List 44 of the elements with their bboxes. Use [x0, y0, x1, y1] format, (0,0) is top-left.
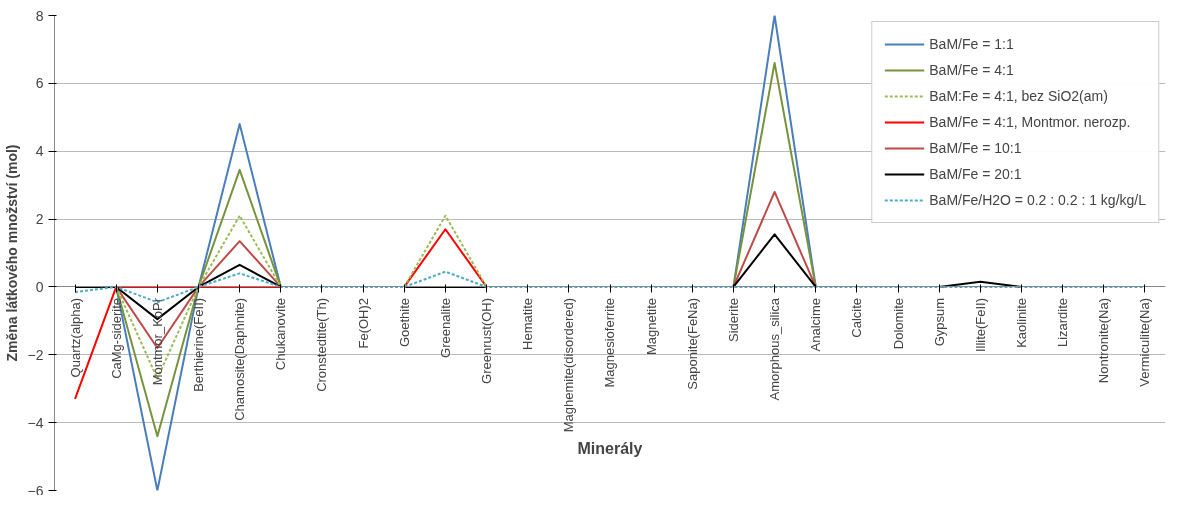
y-tick-label: −2 — [27, 346, 44, 363]
y-tick-label: −4 — [27, 414, 44, 431]
x-axis-title: Minerály — [577, 439, 643, 457]
x-tick-label: Greenrust(OH) — [479, 297, 495, 384]
x-tick-label: Nontronite(Na) — [1096, 297, 1112, 384]
legend-label: BaM/Fe = 1:1 — [929, 36, 1014, 52]
y-tick-label: −6 — [27, 482, 44, 499]
x-tick-label: Chukanovite — [273, 297, 289, 371]
x-tick-label: Maghemite(disordered) — [561, 297, 577, 433]
y-axis-title: Změna látkového množství (mol) — [3, 144, 20, 362]
x-tick-label: Kaolinite — [1013, 297, 1029, 348]
x-tick-label: Berthierine(FeII) — [191, 297, 207, 392]
x-tick-label: Quartz(alpha) — [67, 297, 83, 378]
x-tick-label: Fe(OH)2 — [355, 297, 371, 349]
x-tick-label: Magnetite — [643, 297, 659, 356]
x-tick-label: Vermiculite(Na) — [1137, 297, 1153, 387]
legend-label: BaM/Fe = 10:1 — [929, 140, 1022, 156]
y-tick-label: 0 — [35, 278, 44, 295]
legend-label: BaM/Fe/H2O = 0.2 : 0.2 : 1 kg/kg/L — [929, 192, 1146, 208]
x-tick-label: Gypsum — [931, 297, 947, 347]
y-tick-label: 4 — [35, 143, 44, 160]
x-tick-label: Montmor_KoPr — [149, 297, 165, 386]
x-tick-label: Calcite — [849, 297, 865, 338]
x-tick-label: Greenalite — [437, 297, 453, 358]
x-tick-label: Dolomite — [890, 297, 906, 350]
x-tick-label: Goethite — [396, 297, 412, 348]
x-tick-label: Analcime — [808, 297, 824, 352]
y-tick-label: 2 — [35, 211, 44, 228]
x-tick-label: Siderite — [725, 297, 741, 343]
y-tick-label: 8 — [35, 7, 44, 24]
x-tick-label: Cronstedtite(Th) — [314, 297, 330, 392]
x-tick-label: Illite(FeII) — [972, 297, 988, 353]
y-tick-label: 6 — [35, 75, 44, 92]
x-tick-label: Saponite(FeNa) — [684, 297, 700, 390]
x-tick-label: Lizardite — [1055, 297, 1071, 348]
legend-label: BaM:Fe = 4:1, bez SiO2(am) — [929, 88, 1108, 104]
legend-label: BaM/Fe = 4:1 — [929, 62, 1014, 78]
legend-label: BaM/Fe = 20:1 — [929, 166, 1022, 182]
x-tick-label: CaMg-siderite — [108, 297, 124, 379]
x-tick-label: Amorphous_silica — [767, 297, 783, 401]
legend-label: BaM/Fe = 4:1, Montmor. nerozp. — [929, 114, 1131, 130]
x-tick-label: Hematite — [520, 297, 536, 350]
x-tick-label: Chamosite(Daphnite) — [232, 297, 248, 421]
x-tick-label: Magnesioferrite — [602, 297, 618, 388]
